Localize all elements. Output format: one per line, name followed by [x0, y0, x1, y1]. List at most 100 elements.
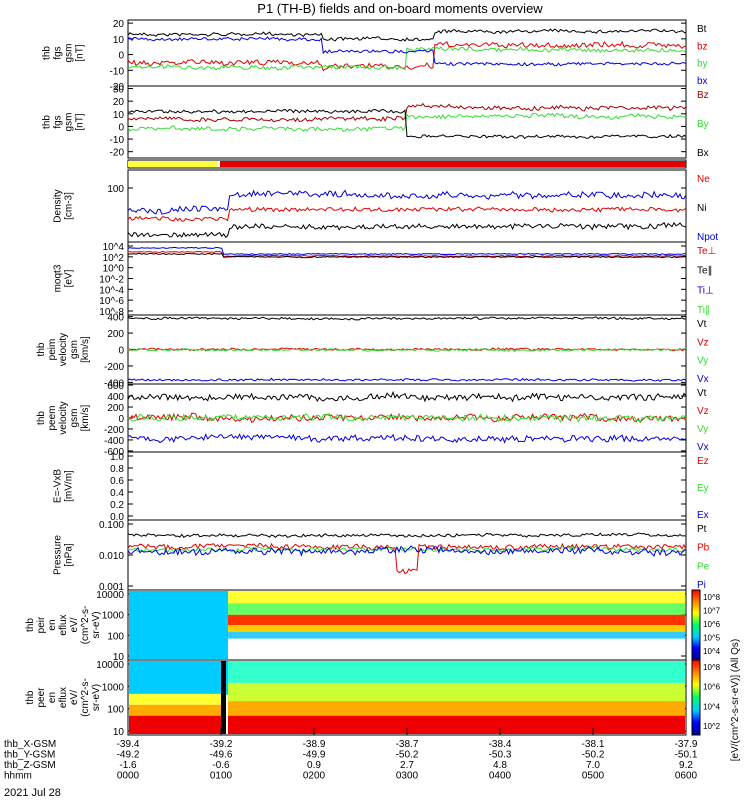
y-tick-label: 0.6	[110, 476, 124, 487]
series-vz	[127, 412, 687, 424]
spectrogram-band	[228, 614, 685, 625]
legend-bx: Bx	[697, 148, 709, 159]
panel-7: E=-VxB [mV/m] 1.00.80.60.40.20.0 Ez Ey Ex	[53, 451, 709, 523]
legend-ni: Ni	[697, 203, 706, 214]
y-tick-label: 10^2	[103, 253, 125, 264]
series-ti-perp	[127, 246, 687, 256]
x-tick-label: 0400	[489, 771, 512, 782]
y-tick-label: 200	[107, 329, 124, 340]
x-row-label: hhmm	[4, 771, 32, 782]
x-tick-label: 0600	[675, 771, 698, 782]
panel-frame	[127, 451, 687, 521]
panel-frame	[127, 519, 687, 591]
x-tick-label: -49.9	[303, 750, 326, 761]
series-by	[127, 46, 687, 71]
colorbar-tick: 10^7	[703, 607, 721, 616]
panel-10: thb peer en eflux eV/(cm^2-s-sr-eV) 10000 1000…	[25, 659, 721, 738]
panel-frame	[127, 169, 687, 243]
x-tick-label: -50.2	[582, 750, 605, 761]
x-tick-label: 0100	[210, 771, 233, 782]
y-tick-label: 10000	[96, 660, 124, 671]
spectrogram-band	[228, 591, 685, 604]
y-axis-label: eflux	[58, 614, 69, 635]
spectrogram-gap	[221, 661, 226, 734]
y-tick-label: 10^-8	[99, 307, 124, 318]
series-npot	[127, 189, 687, 215]
series-by	[127, 112, 687, 132]
y-tick-label: -200	[104, 362, 124, 373]
y-axis-label: thb	[42, 115, 53, 129]
y-tick-label: 20	[113, 19, 125, 30]
legend-vy: Vy	[697, 424, 708, 435]
y-axis-label: thb	[25, 618, 36, 632]
y-tick-label: 10^-6	[99, 296, 124, 307]
series-vz	[127, 347, 687, 352]
x-tick-label: -39.2	[210, 739, 233, 750]
panel-6: thb peem velocity gsm [km/s]6004002000-200-4…	[36, 381, 709, 458]
y-axis-label: peem	[47, 405, 58, 430]
colorbar-tick: 10^8	[703, 593, 721, 602]
y-tick-label: -600	[104, 447, 124, 458]
y-tick-label: 0.0	[110, 512, 124, 523]
panel-0: thb fgs gsm [nT] 20 10 0 -10 -20 Bt bz by bx	[42, 19, 708, 93]
x-tick-label: 4.8	[493, 760, 507, 771]
x-tick-label: 0500	[582, 771, 605, 782]
series-vt	[127, 316, 687, 321]
y-axis-label: velocity	[58, 333, 69, 366]
legend-pb: Pb	[697, 543, 710, 554]
y-tick-label: 100	[107, 184, 124, 195]
y-axis-label: [eV]	[64, 269, 75, 287]
y-axis-label: [nT]	[75, 113, 86, 130]
y-tick-label: -200	[104, 425, 124, 436]
y-axis-label: thb	[36, 411, 47, 425]
x-tick-label: -50.2	[396, 750, 419, 761]
colorbar-tick: 10^4	[703, 647, 721, 656]
colorbar	[691, 659, 701, 736]
y-axis-label: sr-eV)	[91, 611, 102, 638]
legend-vz: Vz	[697, 337, 709, 348]
legend-bz: bz	[697, 41, 708, 52]
series-vy	[127, 347, 687, 353]
y-axis-label: (cm^2-s-	[80, 606, 91, 645]
panel-3: Density [cm-3] 100 Ne Ni Npot	[53, 169, 718, 243]
y-axis-label: [mV/m]	[64, 470, 75, 502]
x-tick-label: 0000	[117, 771, 140, 782]
y-tick-label: -400	[104, 378, 124, 389]
x-tick-label: 0200	[303, 771, 326, 782]
spectrogram-band	[228, 603, 685, 615]
legend-pt: Pt	[697, 524, 707, 535]
x-tick-label: -50.1	[675, 750, 698, 761]
y-tick-label: 10	[113, 652, 125, 663]
y-axis-label: gsm	[64, 44, 75, 63]
x-tick-label: -49.6	[210, 750, 233, 761]
spectrogram-early	[129, 661, 228, 695]
y-axis-label: fgs	[53, 46, 64, 59]
spectrogram-band	[228, 631, 685, 639]
x-tick-label: 0300	[396, 771, 419, 782]
spectrogram-band	[228, 661, 685, 683]
y-axis-label: en	[47, 692, 58, 703]
x-row-label: thb_X-GSM	[4, 739, 56, 750]
y-tick-label: 10000	[96, 590, 124, 601]
y-axis-label: eV/	[69, 617, 80, 632]
y-tick-label: 100	[107, 631, 124, 642]
date-label: 2021 Jul 28	[4, 787, 61, 799]
y-tick-label: 0.100	[99, 520, 124, 531]
y-tick-label: 0.4	[110, 488, 124, 499]
y-axis-label: [nPa]	[64, 543, 75, 567]
series-vx	[127, 377, 687, 383]
y-tick-label: 0.2	[110, 500, 124, 511]
y-axis-label: [cm-3]	[64, 192, 75, 220]
y-axis-label: [km/s]	[80, 336, 91, 363]
legend-pe: Pe	[697, 561, 710, 572]
x-tick-label: -49.2	[117, 750, 140, 761]
x-tick-label: -50.3	[489, 750, 512, 761]
y-tick-label: 0.010	[99, 551, 124, 562]
legend-vz: Vz	[697, 406, 709, 417]
x-tick-label: -38.1	[582, 739, 605, 750]
x-row-label: thb_Z-GSM	[4, 760, 56, 771]
series-te-perp	[127, 250, 687, 258]
series-ni	[127, 221, 687, 239]
